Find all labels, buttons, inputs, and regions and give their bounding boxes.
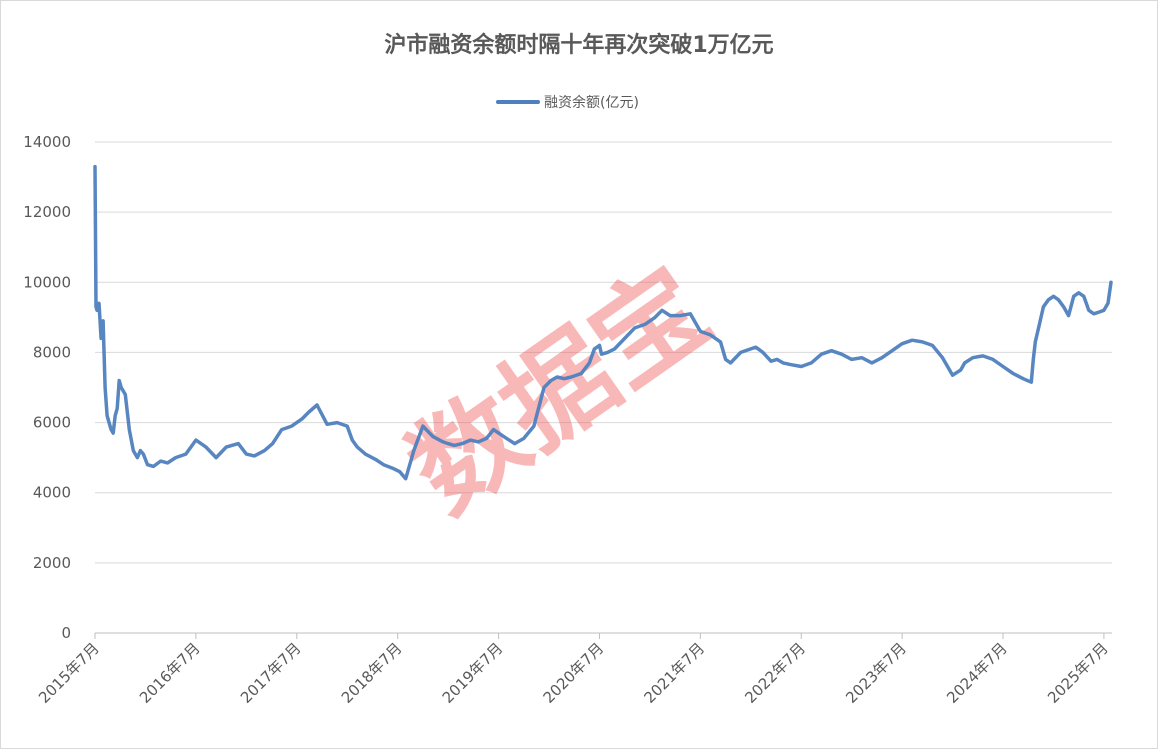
x-tick-label: 2020年7月 [540,639,608,707]
y-tick-label: 4000 [33,484,71,502]
y-tick-label: 0 [61,624,71,642]
y-tick-label: 12000 [23,203,71,221]
y-tick-label: 8000 [33,343,71,361]
x-tick-label: 2019年7月 [439,639,507,707]
x-tick-label: 2017年7月 [237,639,305,707]
y-tick-label: 14000 [23,133,71,151]
x-tick-label: 2022年7月 [741,639,809,707]
legend: 融资余额(亿元) [496,94,639,111]
y-tick-label: 2000 [33,554,71,572]
y-axis-ticks: 0 2000 4000 6000 8000 10000 12000 14000 [23,133,71,642]
x-tick-label: 2021年7月 [641,639,709,707]
x-tick-label: 2015年7月 [35,639,103,707]
y-tick-label: 10000 [23,273,71,291]
x-tick-label: 2023年7月 [842,639,910,707]
series-layer [93,164,1113,481]
x-tick-label: 2018年7月 [338,639,406,707]
x-tick-label: 2024年7月 [943,639,1011,707]
x-tick-label: 2016年7月 [136,639,204,707]
series-line-financing-balance [93,164,1113,481]
chart-title: 沪市融资余额时隔十年再次突破1万亿元 [384,32,773,58]
x-tick-label: 2025年7月 [1044,639,1112,707]
legend-label: 融资余额(亿元) [544,94,639,111]
y-tick-label: 6000 [33,414,71,432]
x-axis: 2015年7月 2016年7月 2017年7月 2018年7月 2019年7月 2020年… [35,632,1112,707]
